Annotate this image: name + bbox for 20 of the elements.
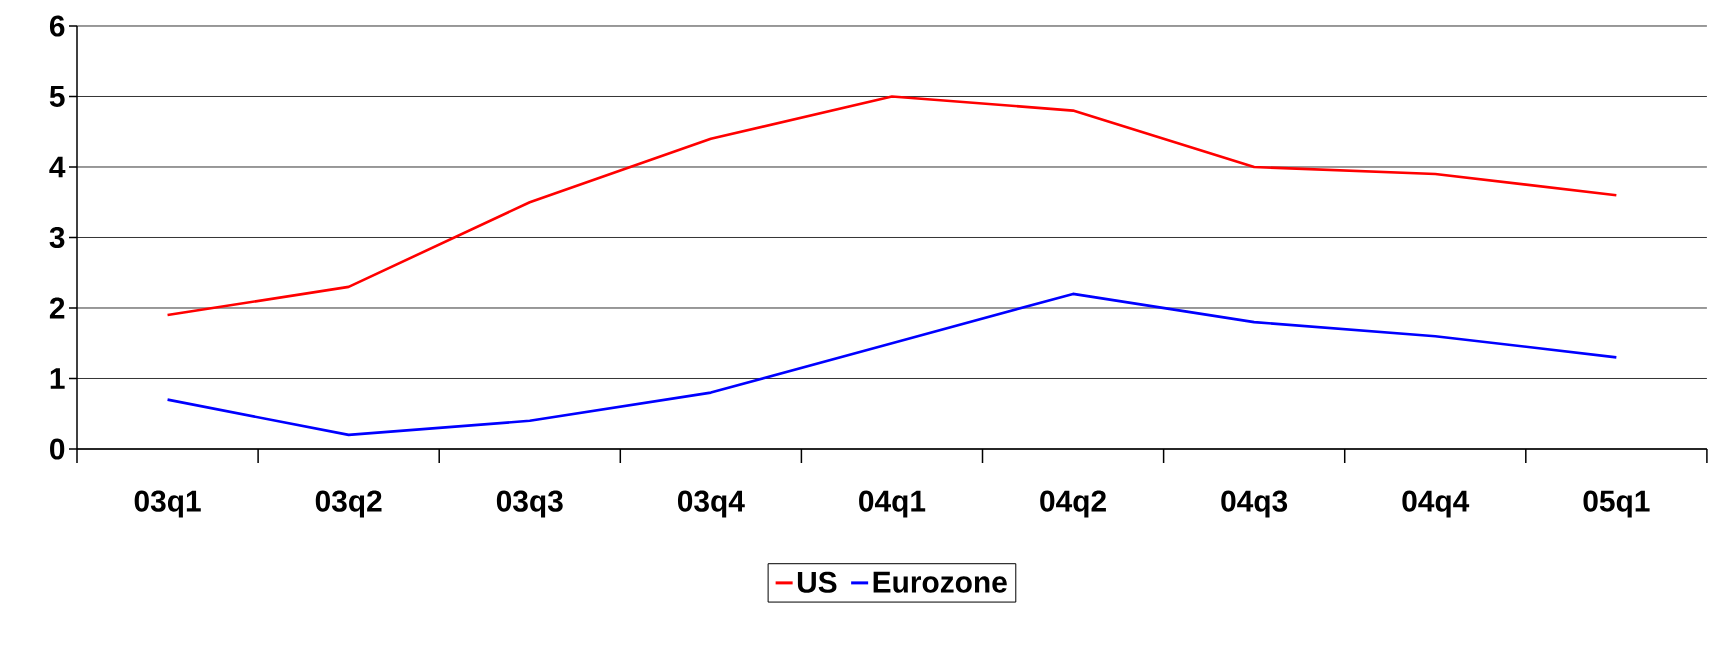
y-tick-label: 3 bbox=[49, 226, 65, 249]
y-tick-label: 5 bbox=[49, 86, 65, 107]
y-tick-label: 4 bbox=[49, 156, 66, 178]
legend-label: US bbox=[797, 571, 837, 593]
x-tick-label: 03q4 bbox=[677, 490, 745, 518]
x-tick-label: 05q1 bbox=[1583, 490, 1650, 518]
y-tick-label: 6 bbox=[49, 15, 65, 37]
line-series bbox=[166, 95, 1618, 317]
x-tick-label: 03q1 bbox=[134, 490, 201, 518]
x-tick-label: 04q4 bbox=[1402, 490, 1470, 518]
y-tick-label: 0 bbox=[50, 438, 65, 460]
line-series bbox=[166, 292, 1618, 437]
x-tick-label: 04q1 bbox=[859, 490, 926, 518]
legend-label: Eurozone bbox=[873, 571, 1007, 593]
x-tick-label: 03q2 bbox=[315, 490, 382, 518]
y-tick-label: 2 bbox=[49, 297, 65, 319]
y-tick-label: 1 bbox=[50, 368, 65, 389]
x-tick-label: 04q3 bbox=[1221, 490, 1288, 518]
x-tick-label: 03q3 bbox=[496, 490, 563, 518]
x-tick-label: 04q2 bbox=[1040, 490, 1106, 518]
